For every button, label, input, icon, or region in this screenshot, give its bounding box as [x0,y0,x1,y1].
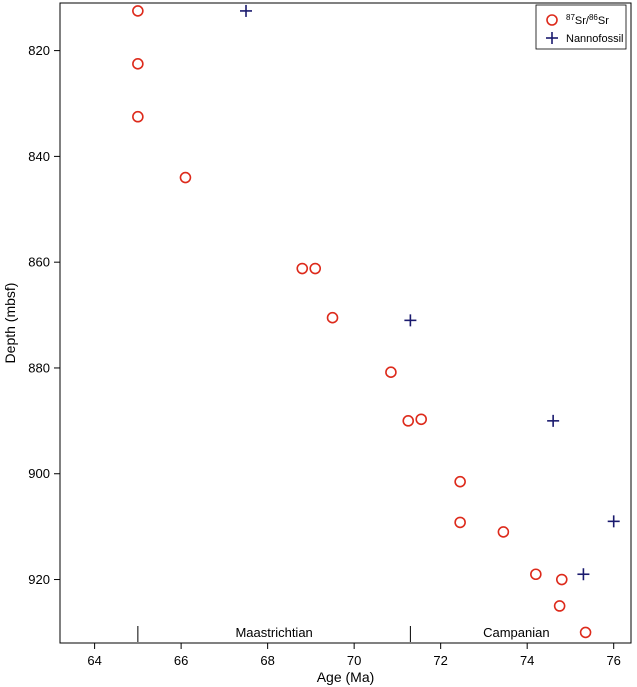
stage-label: Campanian [483,625,550,640]
x-tick-label: 68 [260,653,274,668]
sr-isotope-point [553,600,566,612]
sr-isotope-point [296,262,309,275]
nannofossil-point [607,515,620,528]
sr-isotope-point [132,5,144,17]
y-tick-label: 840 [28,149,50,164]
x-tick-label: 72 [433,653,447,668]
sr-isotope-point [555,573,568,586]
plot-frame [59,2,632,644]
sr-isotope-point [497,526,510,538]
legend-circle-marker [546,14,558,26]
x-tick-label: 76 [606,653,620,668]
y-tick-label: 820 [28,43,50,58]
x-tick-label: 74 [520,653,534,668]
legend-label-sr: 87Sr/86Sr [566,13,609,27]
legend-label-nannofossil: Nannofossil [566,33,623,45]
sr-isotope-point [385,366,397,378]
legend-box [535,4,627,50]
x-tick-label: 66 [174,653,188,668]
sr-isotope-point [454,516,466,529]
stage-annotations: Maastrichtian Campanian [137,625,550,642]
x-tick-label: 70 [347,653,361,668]
legend-plus-marker [546,32,558,44]
nannofossil-point [404,314,417,327]
sr-isotope-point [415,413,428,426]
sr-isotope-point [454,475,466,488]
legend: 87Sr/86Sr Nannofossil [535,4,627,50]
y-tick-label: 920 [28,572,50,587]
y-axis-title: Depth (mbsf) [2,283,18,364]
sr-isotope-point [179,171,192,184]
y-tick-label: 860 [28,255,50,270]
y-tick-label: 900 [28,466,50,481]
nannofossil-point [547,414,560,427]
data-marks [132,4,620,639]
x-axis-title: Age (Ma) [317,669,375,685]
nannofossil-point [577,568,590,581]
y-tick-label: 880 [28,360,50,375]
x-tick-label: 64 [87,653,101,668]
sr-isotope-point [326,311,339,324]
nannofossil-point [240,4,253,17]
sr-isotope-point [309,262,322,275]
sr-isotope-point [530,568,542,581]
sr-isotope-point [402,415,415,427]
stage-label: Maastrichtian [235,625,312,640]
sr-isotope-point [132,58,144,70]
sr-isotope-point [132,110,144,123]
sr-isotope-point [579,626,592,639]
